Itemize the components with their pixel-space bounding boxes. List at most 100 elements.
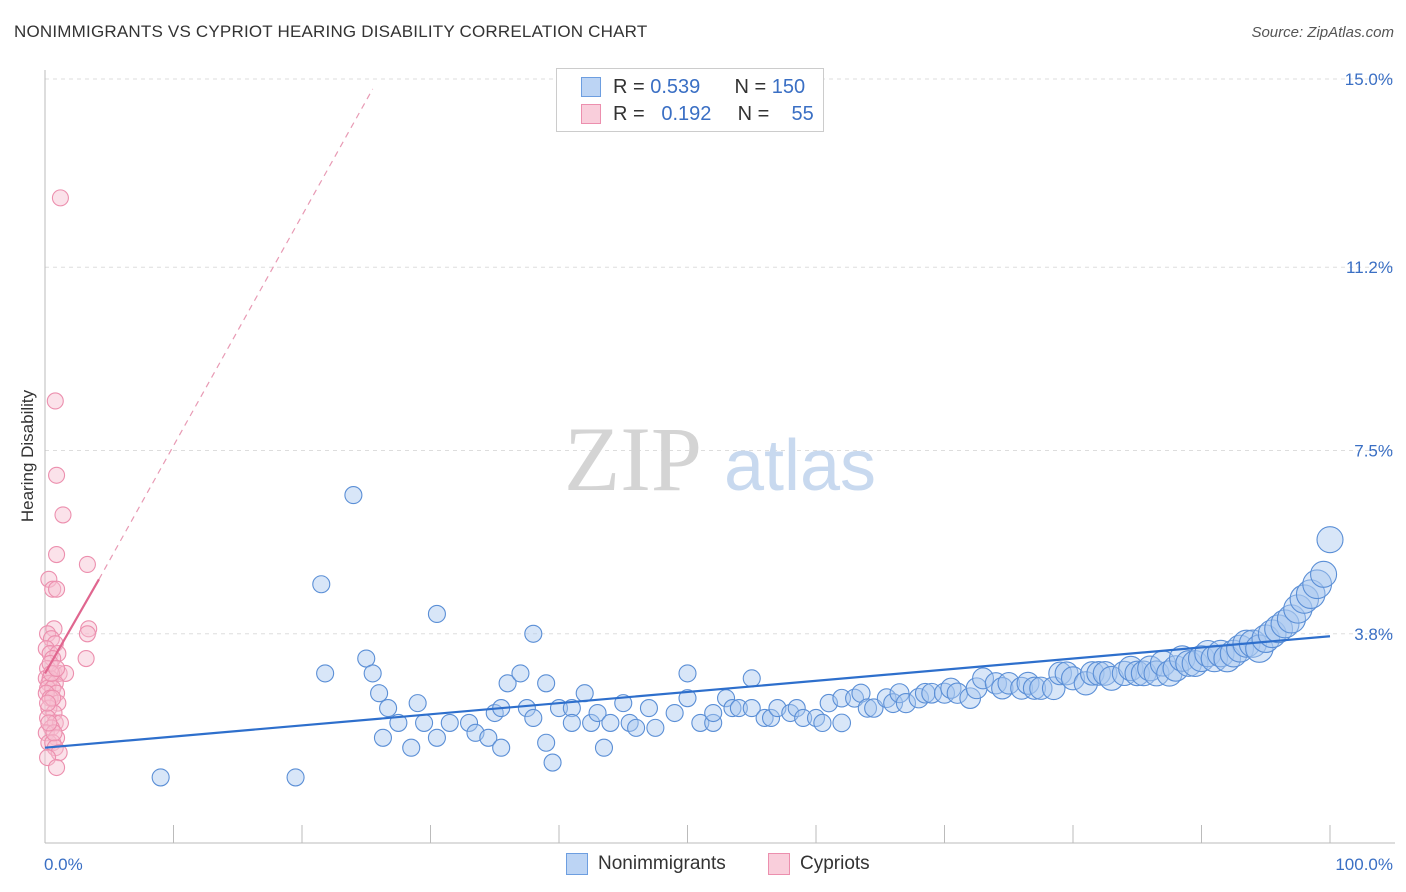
nonimmigrants-point	[665, 703, 684, 723]
bottom-legend-nonimmigrants: Nonimmigrants	[566, 852, 726, 876]
nonimmigrants-point	[479, 728, 498, 747]
cypriots-point	[49, 694, 67, 712]
cypriots-point	[78, 555, 96, 573]
cypriots-point	[44, 689, 62, 707]
cypriots-point	[40, 714, 58, 732]
nonimmigrants-point	[1080, 661, 1105, 686]
legend: R = 0.539 N = 150 R = 0.192 N = 55	[556, 68, 824, 132]
nonimmigrants-point	[845, 688, 865, 708]
cypriots-point	[77, 649, 95, 668]
legend-row-nonimmigrants: R = 0.539 N = 150	[581, 75, 805, 99]
cypriots-point	[78, 625, 96, 643]
nonimmigrants-point	[459, 713, 479, 732]
nonimmigrants-point	[1016, 671, 1040, 695]
nonimmigrants-point	[921, 682, 943, 704]
x-tick-label-left: 0.0%	[44, 855, 83, 874]
cypriots-point	[46, 392, 64, 410]
watermark-zip: ZIP	[564, 408, 702, 510]
nonimmigrants-point	[1124, 660, 1151, 687]
cypriots-point	[48, 466, 66, 484]
nonimmigrants-point	[594, 738, 614, 757]
cypriots-point	[48, 758, 66, 777]
bottom-legend-label: Cypriots	[800, 853, 870, 874]
nonimmigrants-point	[742, 669, 761, 688]
nonimmigrants-point	[691, 713, 710, 732]
cypriots-point	[39, 694, 57, 712]
bottom-legend-swatch-blue	[566, 853, 588, 875]
nonimmigrants-point	[729, 699, 748, 718]
nonimmigrants-point	[1054, 661, 1079, 686]
cypriots-point	[44, 580, 62, 598]
nonimmigrants-point	[787, 699, 806, 718]
nonimmigrants-point	[373, 728, 393, 747]
nonimmigrants-point	[1029, 676, 1053, 700]
x-tick-label-right: 100.0%	[1335, 855, 1393, 874]
legend-swatch-pink	[581, 104, 601, 124]
nonimmigrants-point	[601, 713, 620, 732]
nonimmigrants-point	[889, 683, 910, 704]
cypriots-point	[48, 580, 66, 598]
nonimmigrants-point	[440, 713, 459, 732]
nonimmigrants-point	[389, 713, 408, 732]
trend-lines	[98, 88, 374, 580]
legend-n-value: 55	[791, 102, 814, 125]
nonimmigrants-point	[562, 699, 581, 718]
nonimmigrants-point	[524, 624, 543, 643]
legend-row-cypriots: R = 0.192 N = 55	[581, 102, 814, 126]
cypriots-point	[48, 545, 66, 564]
nonimmigrants-point	[895, 693, 917, 714]
axes	[44, 70, 1395, 844]
nonimmigrants-point	[524, 708, 543, 728]
cypriots-point	[54, 506, 72, 524]
nonimmigrants-point	[363, 664, 382, 683]
nonimmigrants-point	[370, 684, 389, 703]
nonimmigrants-point	[755, 708, 774, 728]
legend-r-label: R =	[613, 75, 645, 98]
legend-r-label: R =	[613, 102, 645, 125]
nonimmigrants-point	[511, 664, 530, 683]
nonimmigrants-trend-line	[44, 635, 1331, 749]
watermark: ZIP atlas	[564, 408, 876, 510]
nonimmigrants-point	[1086, 661, 1112, 686]
nonimmigrants-point	[517, 699, 536, 718]
source-label: Source: ZipAtlas.com	[1251, 24, 1394, 41]
y-tick-label: 7.5%	[1354, 442, 1393, 461]
legend-r-value: 0.539	[650, 75, 701, 98]
nonimmigrants-point	[379, 699, 398, 718]
nonimmigrants-point	[794, 708, 813, 728]
cypriots-point	[42, 719, 60, 737]
watermark-atlas: atlas	[724, 426, 876, 506]
nonimmigrants-point	[627, 718, 646, 737]
nonimmigrants-point	[344, 486, 363, 505]
nonimmigrants-point	[857, 698, 878, 718]
nonimmigrants-point	[997, 672, 1021, 695]
nonimmigrants-point	[588, 703, 607, 723]
nonimmigrants-point	[537, 674, 556, 693]
nonimmigrants-point	[678, 689, 697, 708]
nonimmigrants-point	[678, 664, 697, 683]
nonimmigrants-point	[704, 713, 723, 732]
nonimmigrants-point	[543, 753, 562, 772]
nonimmigrants-point	[704, 703, 723, 723]
nonimmigrants-point	[427, 728, 446, 747]
nonimmigrants-point	[498, 674, 517, 693]
nonimmigrants-point	[742, 699, 761, 718]
legend-r-value: 0.192	[661, 102, 712, 125]
data-points	[37, 189, 1344, 787]
legend-n-label: N =	[734, 75, 767, 98]
nonimmigrants-point	[972, 667, 995, 690]
gridlines	[45, 78, 1395, 635]
nonimmigrants-point	[312, 575, 331, 594]
nonimmigrants-point	[492, 738, 511, 757]
nonimmigrants-point	[537, 733, 556, 752]
nonimmigrants-point	[832, 713, 852, 733]
nonimmigrants-point	[562, 713, 581, 732]
nonimmigrants-point	[427, 604, 446, 624]
nonimmigrants-point	[1022, 676, 1047, 700]
nonimmigrants-point	[1310, 560, 1338, 588]
bottom-legend-swatch-pink	[768, 853, 790, 875]
nonimmigrants-point	[646, 718, 665, 737]
cypriots-point	[57, 664, 75, 682]
y-tick-label: 15.0%	[1345, 70, 1393, 89]
